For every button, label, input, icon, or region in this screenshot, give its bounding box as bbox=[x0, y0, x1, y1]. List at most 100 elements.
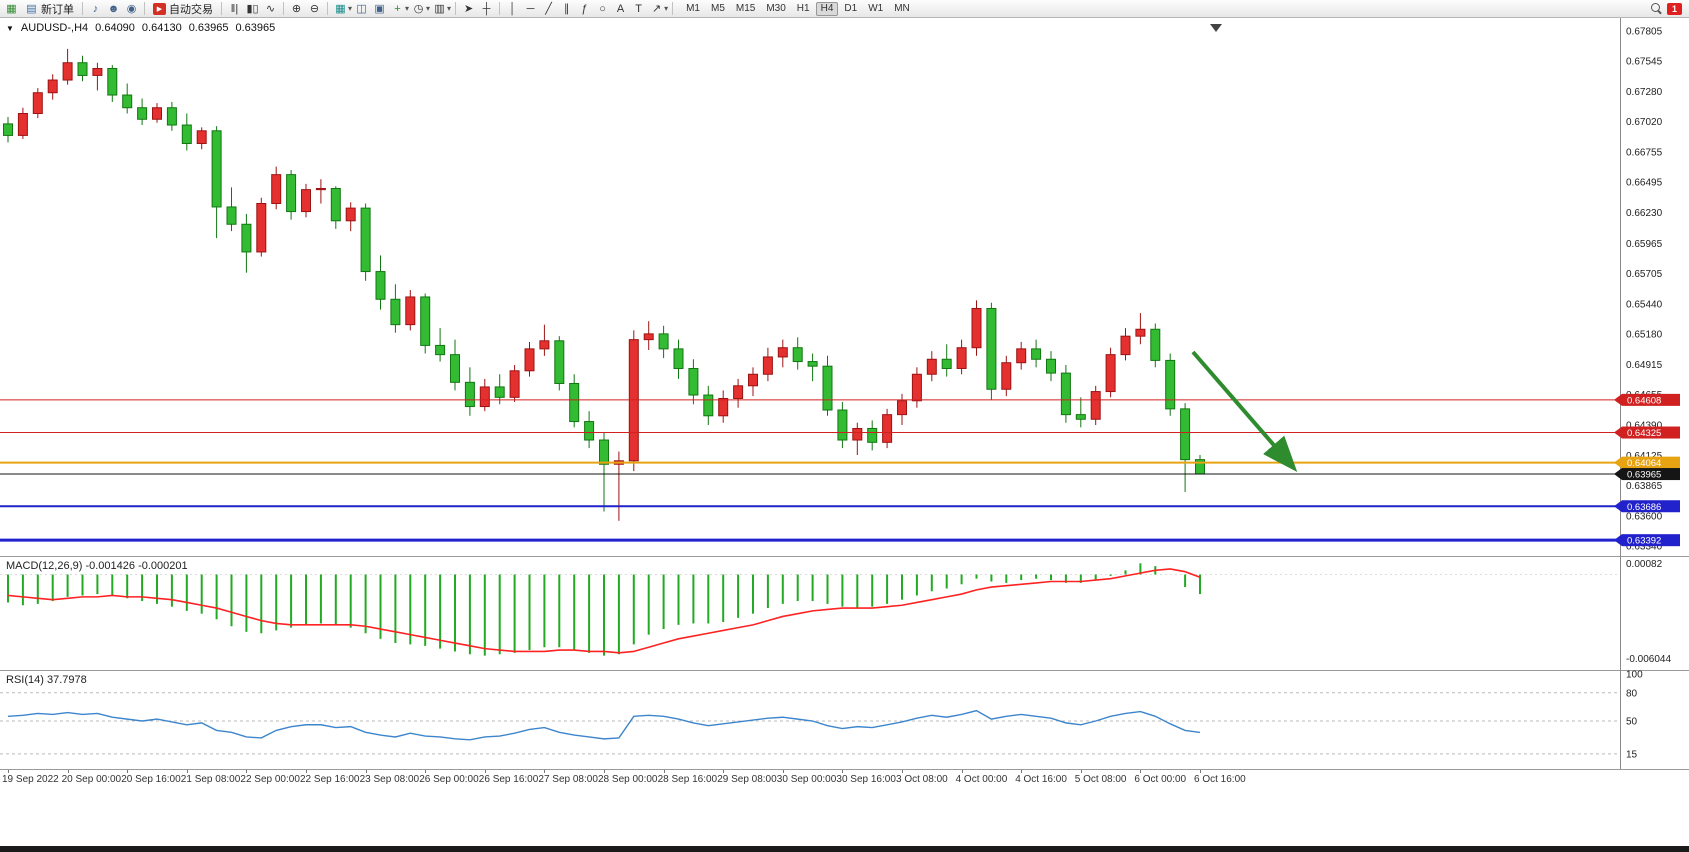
svg-text:0.67020: 0.67020 bbox=[1626, 117, 1663, 128]
separator bbox=[221, 2, 222, 15]
timeframe-M30[interactable]: M30 bbox=[761, 2, 790, 16]
separator bbox=[499, 2, 501, 15]
time-label: 19 Sep 2022 bbox=[2, 774, 59, 785]
time-tick bbox=[425, 770, 427, 773]
notification-badge[interactable]: 1 bbox=[1666, 2, 1682, 15]
sound-icon[interactable]: ♪ bbox=[92, 2, 99, 15]
time-tick bbox=[127, 770, 129, 773]
time-tick bbox=[186, 770, 188, 773]
autotrade-button[interactable]: ▶ 自动交易 bbox=[149, 1, 217, 17]
dropdown-arrow-icon[interactable]: ▾ bbox=[426, 4, 431, 13]
svg-text:0.65180: 0.65180 bbox=[1626, 329, 1663, 340]
channel-icon[interactable]: ∥ bbox=[563, 3, 570, 15]
svg-text:RSI(14) 37.7978: RSI(14) 37.7978 bbox=[6, 674, 87, 686]
macd-indicator-panel[interactable]: MACD(12,26,9) -0.001426 -0.000201 0.00082… bbox=[0, 556, 1689, 670]
text-icon[interactable]: A bbox=[616, 2, 625, 15]
down-arrow-object bbox=[1191, 350, 1298, 473]
svg-text:0.63865: 0.63865 bbox=[1626, 481, 1663, 492]
svg-text:0.64325: 0.64325 bbox=[1627, 428, 1661, 439]
time-axis[interactable]: 19 Sep 2022 20 Sep 00:00 20 Sep 16:00 21 Se… bbox=[0, 770, 1689, 790]
template-icon[interactable]: ▥ bbox=[434, 3, 445, 15]
separator bbox=[82, 2, 83, 15]
time-tick bbox=[8, 770, 9, 773]
add-indicator-icon[interactable]: + bbox=[394, 2, 401, 15]
svg-text:80: 80 bbox=[1626, 688, 1638, 699]
main-price-chart[interactable]: 0.67805 0.67545 0.67280 0.67020 0.66755 0.664… bbox=[0, 18, 1689, 556]
svg-text:0.66495: 0.66495 bbox=[1626, 178, 1663, 189]
time-label: 21 Sep 08:00 bbox=[180, 774, 241, 785]
separator bbox=[672, 2, 674, 15]
news-icon[interactable]: ◉ bbox=[126, 3, 137, 15]
fibonacci-icon[interactable]: ƒ bbox=[581, 2, 588, 15]
dropdown-arrow-icon[interactable]: ▾ bbox=[664, 4, 669, 13]
time-label: 20 Sep 00:00 bbox=[61, 774, 122, 785]
arrow-object-icon[interactable]: ↗ bbox=[651, 3, 662, 15]
timeframe-M1[interactable]: M1 bbox=[681, 2, 705, 16]
arrange-windows-icon[interactable]: ▣ bbox=[374, 3, 385, 15]
time-label: 6 Oct 00:00 bbox=[1134, 774, 1187, 785]
vertical-line-icon[interactable]: │ bbox=[509, 2, 516, 15]
svg-text:0.66755: 0.66755 bbox=[1626, 148, 1663, 159]
new-order-label: 新订单 bbox=[41, 3, 74, 16]
timeframe-W1[interactable]: W1 bbox=[863, 2, 888, 16]
rsi-indicator-panel[interactable]: 100 80 50 15 RSI(14) 37.7978 bbox=[0, 670, 1689, 770]
time-tick bbox=[1200, 770, 1201, 773]
timeframe-M15[interactable]: M15 bbox=[731, 2, 760, 16]
time-label: 26 Sep 00:00 bbox=[419, 774, 479, 785]
time-label: 26 Sep 16:00 bbox=[478, 774, 539, 785]
time-label: 28 Sep 00:00 bbox=[598, 774, 658, 785]
svg-text:0.64125: 0.64125 bbox=[1626, 451, 1663, 462]
zoom-out-icon[interactable]: ⊖ bbox=[309, 3, 320, 15]
svg-text:0.66230: 0.66230 bbox=[1626, 208, 1663, 219]
timeframe-D1[interactable]: D1 bbox=[839, 2, 862, 16]
time-label: 22 Sep 00:00 bbox=[240, 774, 300, 785]
time-label: 20 Sep 16:00 bbox=[121, 774, 181, 785]
autotrade-icon: ▶ bbox=[153, 2, 166, 15]
line-chart-icon[interactable]: ∿ bbox=[265, 3, 276, 15]
period-icon[interactable]: ◷ bbox=[413, 3, 424, 15]
search-icon[interactable] bbox=[1650, 3, 1662, 14]
symbol-marker-icon[interactable]: ▼ bbox=[6, 23, 14, 33]
candlestick-chart-icon[interactable]: ▮▯ bbox=[246, 3, 259, 15]
svg-text:0.64390: 0.64390 bbox=[1626, 421, 1663, 432]
svg-text:0.65705: 0.65705 bbox=[1626, 269, 1663, 280]
horizontal-line-icon[interactable]: ─ bbox=[526, 2, 535, 15]
svg-text:0.63686: 0.63686 bbox=[1627, 502, 1661, 513]
timeframe-M5[interactable]: M5 bbox=[706, 2, 730, 16]
timeframe-H4[interactable]: H4 bbox=[815, 1, 839, 16]
order-ticket-icon: ▤ bbox=[26, 3, 37, 15]
time-tick bbox=[306, 770, 307, 773]
svg-text:0.63392: 0.63392 bbox=[1627, 536, 1661, 547]
dropdown-arrow-icon[interactable]: ▾ bbox=[348, 4, 353, 13]
ohlc-close: 0.63965 bbox=[235, 22, 276, 34]
text-label-icon[interactable]: T bbox=[635, 2, 642, 15]
bar-chart-icon[interactable]: ‖| bbox=[230, 2, 239, 15]
new-order-button[interactable]: ▤ 新订单 bbox=[21, 1, 78, 17]
time-tick bbox=[246, 770, 248, 773]
tile-windows-icon[interactable]: ▦ bbox=[335, 3, 346, 15]
time-label: 22 Sep 16:00 bbox=[300, 774, 360, 785]
timeframe-H1[interactable]: H1 bbox=[792, 2, 815, 16]
new-chart-icon[interactable]: ▦ bbox=[6, 3, 17, 15]
time-tick bbox=[604, 770, 605, 773]
trendline-icon[interactable]: ╱ bbox=[545, 3, 552, 15]
dropdown-arrow-icon[interactable]: ▾ bbox=[405, 4, 410, 13]
svg-text:0.67805: 0.67805 bbox=[1626, 27, 1663, 38]
time-label: 29 Sep 08:00 bbox=[717, 774, 777, 785]
svg-text:MACD(12,26,9) -0.001426 -0.000: MACD(12,26,9) -0.001426 -0.000201 bbox=[6, 560, 188, 572]
timeframe-MN[interactable]: MN bbox=[889, 2, 915, 16]
timeframe-buttons: M1 M5 M15 M30 H1 H4 D1 W1 MN bbox=[681, 1, 915, 16]
svg-text:0.67545: 0.67545 bbox=[1626, 56, 1663, 67]
crosshair-icon[interactable]: ┼ bbox=[482, 2, 491, 15]
cursor-icon[interactable]: ➤ bbox=[463, 3, 474, 15]
shapes-icon[interactable]: ○ bbox=[599, 2, 606, 15]
chart-header: ▼ AUDUSD-,H4 0.64090 0.64130 0.63965 0.6… bbox=[6, 22, 275, 34]
profile-icon[interactable]: ☻ bbox=[107, 2, 120, 15]
chart-window: ▼ AUDUSD-,H4 0.64090 0.64130 0.63965 0.6… bbox=[0, 18, 1689, 852]
cascade-windows-icon[interactable]: ◫ bbox=[356, 3, 367, 15]
dropdown-arrow-icon[interactable]: ▾ bbox=[447, 4, 452, 13]
time-label: 3 Oct 08:00 bbox=[896, 774, 948, 785]
separator bbox=[455, 2, 457, 15]
zoom-in-icon[interactable]: ⊕ bbox=[291, 3, 302, 15]
autotrade-label: 自动交易 bbox=[169, 3, 213, 16]
